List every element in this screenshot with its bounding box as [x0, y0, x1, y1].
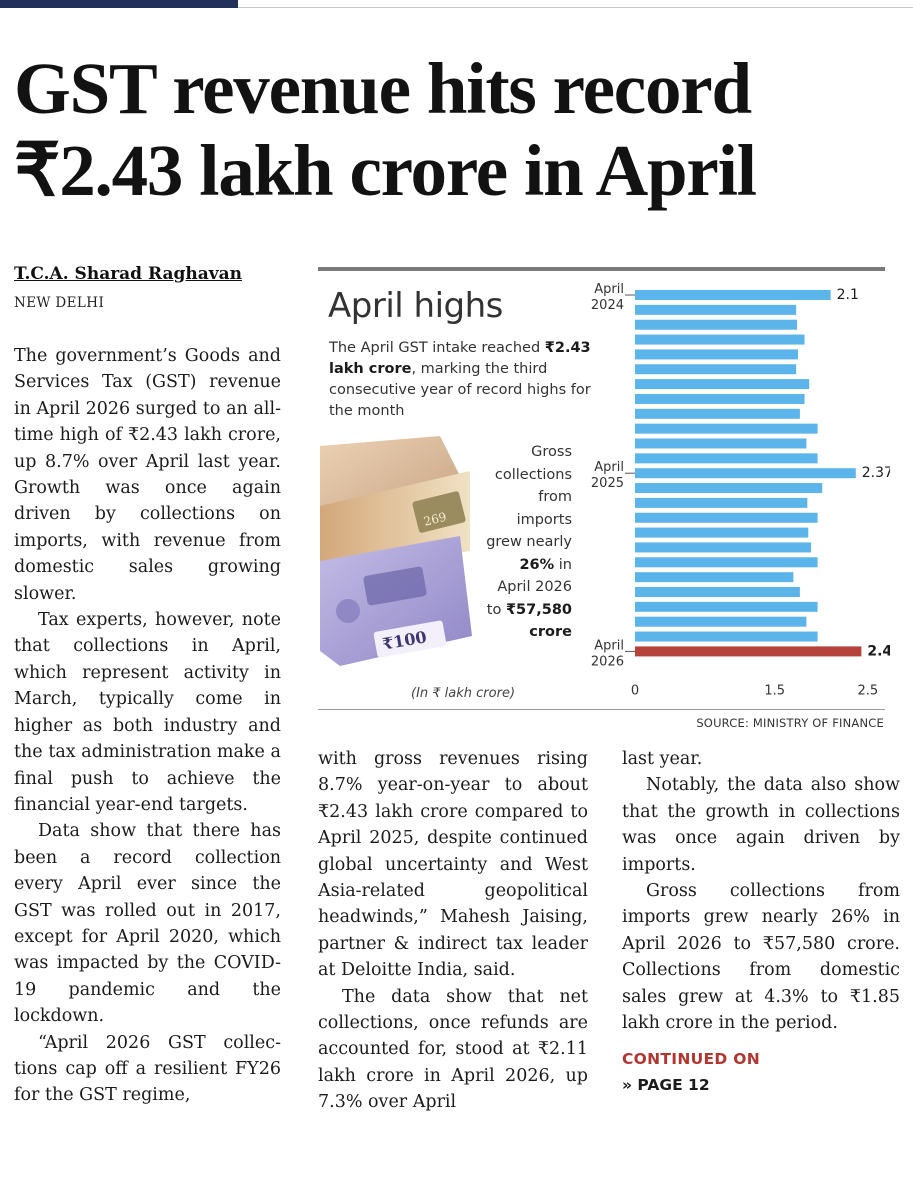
bar [635, 364, 797, 375]
dateline: NEW DELHI [14, 295, 105, 311]
bar [635, 542, 812, 553]
bar [635, 557, 818, 568]
bar-value-label: 2.37 [862, 465, 890, 481]
bar [635, 497, 808, 508]
bar-value-label: 2.1 [837, 287, 859, 303]
bar [635, 572, 794, 583]
article-column-3: last year. Notably, the data also show t… [622, 746, 900, 1098]
bar [635, 438, 807, 449]
bar [635, 527, 809, 538]
graphic-source: SOURCE: MINISTRY OF FINANCE [696, 716, 884, 730]
bar [635, 304, 797, 315]
paragraph: Tax experts, however, note that collecti… [14, 610, 281, 815]
paragraph: Gross collections from imports grew near… [622, 881, 900, 1034]
bar [635, 349, 799, 360]
x-tick-label: 2.5 [858, 683, 879, 698]
chart-unit-label: (In ₹ lakh crore) [411, 686, 516, 701]
svg-text:269: 269 [422, 510, 448, 529]
graphic-subtitle-bold: ₹2.43 lakh crore [329, 340, 591, 377]
byline: T.C.A. Sharad Raghavan [14, 264, 243, 284]
graphic-subtitle: The April GST intake reached ₹2.43 lakh … [329, 338, 591, 422]
bar [635, 290, 831, 300]
x-tick-label: 0 [631, 683, 639, 698]
bar [635, 631, 818, 642]
category-label: 2025 [591, 476, 624, 491]
graphic-top-rule [318, 267, 885, 271]
paragraph: The data show that net collections, once… [318, 986, 588, 1113]
bar [635, 512, 818, 523]
bar-value-label: 2.43 [867, 643, 890, 659]
graphic-subtitle-text: The April GST intake reached [329, 340, 545, 356]
continued-on[interactable]: CONTINUED ON » PAGE 12 [622, 1046, 900, 1098]
paragraph: Notably, the data also show that the gro… [622, 775, 900, 875]
currency-notes-illustration: 269 ₹100 [320, 436, 472, 666]
graphic-note-bold: ₹57,580 crore [505, 601, 572, 641]
category-label: April [594, 638, 624, 653]
graphic-bottom-rule [318, 709, 885, 710]
graphic-subtitle-text: , marking the third consecutive year of … [329, 361, 591, 419]
paragraph: Data show that there has been a record c… [14, 821, 281, 1027]
bar [635, 616, 807, 627]
paragraph: The government’s Goods and Services Tax … [14, 346, 281, 604]
top-bar-rule [238, 7, 913, 8]
graphic-title: April highs [328, 286, 503, 326]
graphic-note-text: Gross collections from imports grew near… [486, 444, 572, 550]
bar [635, 408, 800, 419]
paragraph: “April 2026 GST collec­tions cap off a r… [14, 1032, 281, 1106]
bar [635, 393, 805, 404]
bar [635, 587, 800, 597]
headline-line-2: ₹2.43 lakh crore in April [14, 130, 757, 211]
bar-highlight [635, 646, 862, 657]
paragraph: with gross revenues rising 8.7% year-on-… [318, 749, 588, 981]
category-label: 2024 [591, 298, 624, 313]
headline: GST revenue hits record ₹2.43 lakh crore… [14, 48, 904, 212]
x-tick-label: 1.5 [764, 683, 785, 698]
graphic-note-text: in April 2026 to [486, 556, 572, 618]
bar [635, 601, 818, 612]
bar [635, 334, 805, 345]
category-label: April [594, 282, 624, 297]
top-bar-accent [0, 0, 238, 8]
bar [635, 468, 856, 479]
category-label: April [594, 460, 624, 475]
bar [635, 319, 798, 330]
bar [635, 483, 823, 494]
graphic-note: Gross collections from imports grew near… [486, 441, 572, 644]
gst-bar-chart: 2.12.372.43April2024April2025April202601… [591, 282, 890, 698]
continued-page-link[interactable]: » PAGE 12 [622, 1076, 710, 1095]
paragraph: last year. [622, 749, 703, 769]
article-column-1: The government’s Goods and Services Tax … [14, 343, 281, 1109]
headline-line-1: GST revenue hits record [14, 48, 752, 129]
bar [635, 453, 818, 464]
bar [635, 423, 818, 434]
graphic-note-bold: 26% [519, 556, 555, 573]
category-label: 2026 [591, 654, 624, 669]
article-column-2: with gross revenues rising 8.7% year-on-… [318, 746, 588, 1116]
bar [635, 379, 810, 390]
continued-on-label: CONTINUED ON [622, 1050, 761, 1069]
